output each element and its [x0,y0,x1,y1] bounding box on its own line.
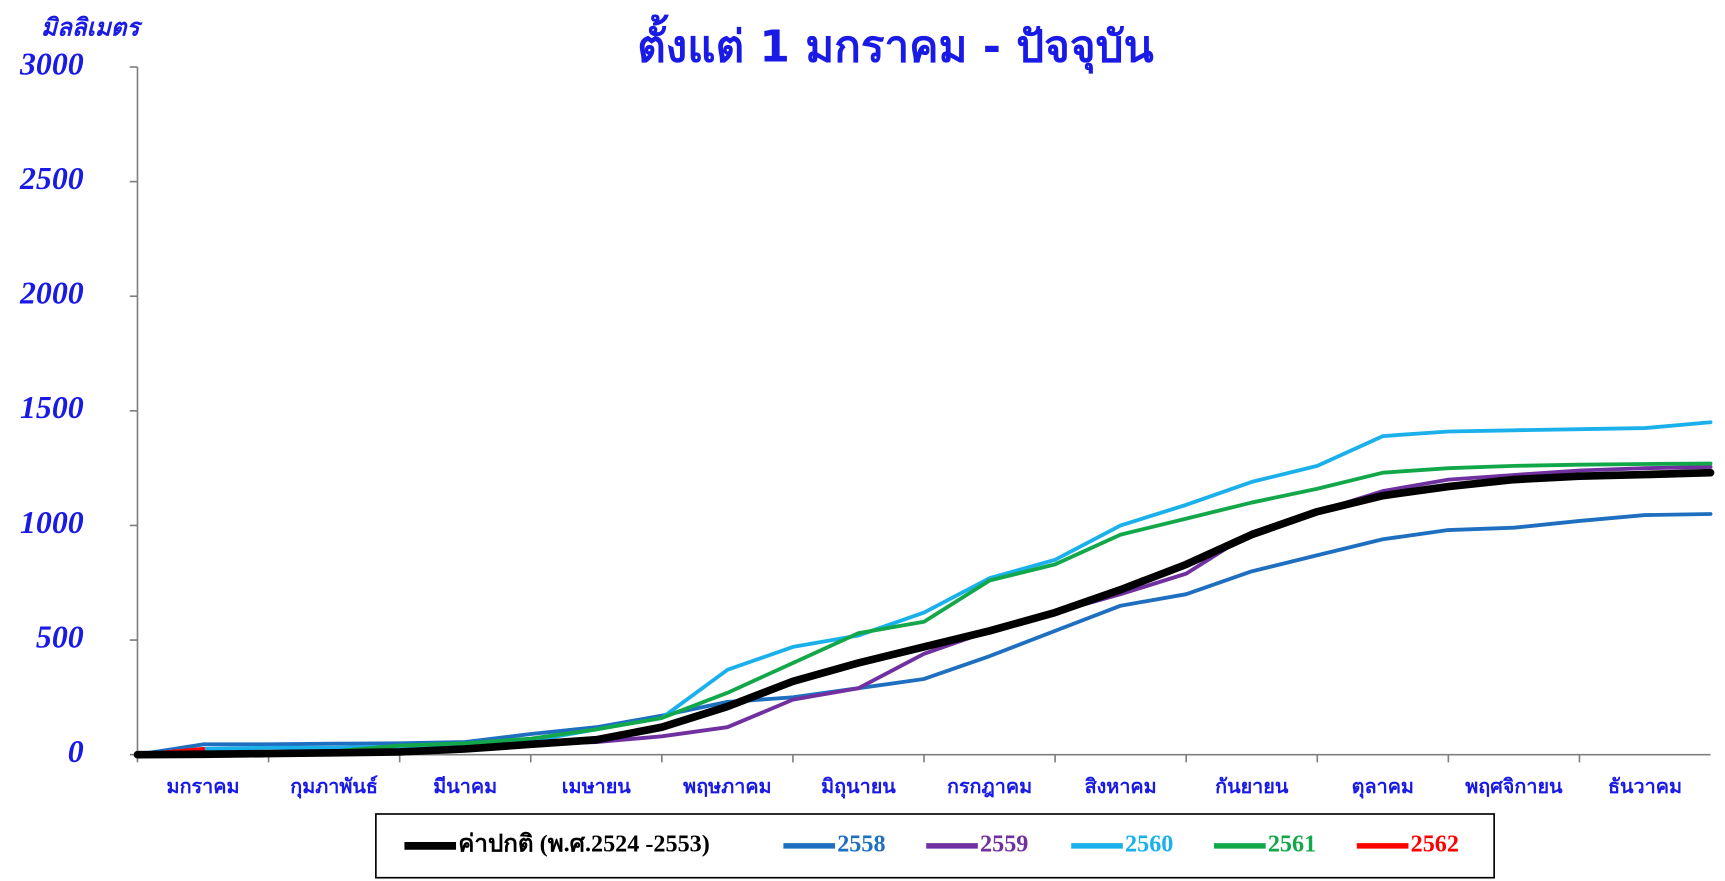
x-tick-label: สิงหาคม [1085,775,1157,798]
x-tick-label: กุมภาพันธ์ [290,775,378,799]
x-tick-label: มีนาคม [433,775,497,798]
x-tick-label: พฤศจิกายน [1465,775,1563,798]
x-tick-label: กรกฎาคม [947,775,1032,798]
series-line [137,422,1710,754]
chart-title: ตั้งแต่ 1 มกราคม - ปัจจุบัน [637,13,1153,74]
x-tick-label: เมษายน [562,775,631,798]
x-tick-label: มิถุนายน [821,775,896,799]
y-tick-label: 3000 [19,46,84,81]
legend-label: 2558 [837,830,885,857]
y-tick-label: 2000 [19,276,84,311]
legend-label: 2562 [1411,830,1459,857]
x-tick-label: ตุลาคม [1352,775,1414,799]
y-tick-label: 2500 [19,161,84,196]
legend-label: ค่าปกติ (พ.ศ.2524 -2553) [458,830,710,857]
y-tick-label: 0 [68,734,84,769]
chart: ตั้งแต่ 1 มกราคม - ปัจจุบัน มิลลิเมตร 0 5… [0,0,1725,881]
x-tick-label: พฤษภาคม [683,775,771,798]
x-tick-label: กันยายน [1215,775,1289,798]
x-tick-label: มกราคม [167,775,240,798]
legend-label: 2559 [980,830,1028,857]
x-tick-label: ธันวาคม [1608,775,1682,798]
page: {"chart_data": { "type": "line", "title"… [0,0,1725,881]
legend-label: 2561 [1268,830,1316,857]
legend-label: 2560 [1125,830,1173,857]
y-tick-label: 500 [36,619,84,654]
series-line [137,464,1710,755]
y-tick-label: 1000 [20,505,84,540]
y-axis-label: มิลลิเมตร [41,14,143,42]
y-tick-label: 1500 [20,390,84,425]
series-line [137,514,1710,755]
